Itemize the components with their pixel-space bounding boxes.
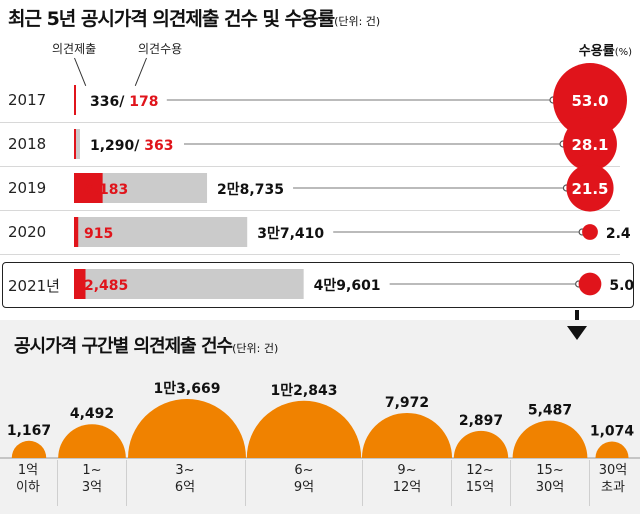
accepted-bar-4 [74,269,86,299]
down-arrow-icon [567,326,587,340]
rate-bubble-4 [578,272,602,296]
bin-separator [245,460,246,506]
rate-bubble-3 [582,224,598,240]
rate-bubble-0 [553,63,627,137]
bubble-value-7: 1,074 [590,423,635,439]
bubble-value-3: 1만2,843 [271,383,338,399]
bin-separator [126,460,127,506]
rate-header-text: 수용률 [578,44,615,59]
bubble-value-2: 1만3,669 [154,381,221,397]
chart-title-unit: (단위: 건) [334,15,381,28]
submitted-value-2: 2만8,735 [217,182,284,198]
bin-label-7: 30억 초과 [598,463,628,495]
rate-value-3: 2.4 [606,226,631,242]
accepted-bar-0 [74,85,76,115]
bubble-3 [246,400,362,458]
bubble-1 [58,424,126,458]
rate-bubble-2 [566,164,614,212]
bubble-value-0: 1,167 [7,423,51,439]
bin-label-5: 12~ 15억 [465,463,495,495]
down-arrow-shaft [575,310,579,328]
rate-value-4: 5.0 [609,278,634,294]
bin-separator [362,460,363,506]
bubble-2 [128,399,246,458]
legend-submitted: 의견제출 [52,42,97,56]
submitted-bar-1 [74,129,80,159]
bubble-value-4: 7,972 [385,395,429,411]
accepted-value-1: 363 [139,138,173,154]
rate-value-2: 21.5 [571,180,608,198]
bubble-4 [361,412,453,458]
rate-value-1: 28.1 [571,136,608,154]
bubble-5 [453,430,509,458]
bubble-0 [11,440,47,458]
row-divider [0,254,620,255]
bin-label-3: 6~ 9억 [293,463,315,495]
bubble-6 [512,420,588,458]
bubble-7 [595,441,629,458]
rate-header-unit: (%) [614,47,632,58]
submitted-bar-4 [74,269,304,299]
rate-bubble-1 [563,117,617,171]
yearly-bar-chart: 336/ 178 53.0 1,290/ 363 28.1 6,183 2만8,735 21… [74,63,634,299]
bin-separator [57,460,58,506]
row-divider [0,122,620,123]
year-label-2017: 2017 [8,91,47,109]
year-label-2019: 2019 [8,179,47,197]
accepted-bar-2 [74,173,103,203]
bin-label-4: 9~ 12억 [392,463,422,495]
rate-value-0: 53.0 [571,92,608,110]
row-divider [0,210,620,211]
bin-separator [510,460,511,506]
submitted-value-1: 1,290/ [90,138,140,154]
submitted-label-0: 336/ 178 [90,94,158,110]
bin-label-1: 1~ 3억 [81,463,103,495]
accepted-value-2: 6,183 [84,182,128,198]
submitted-bar-3 [74,217,248,247]
highlight-box-2021 [2,262,634,308]
accepted-bar-1 [74,129,76,159]
rate-header: 수용률(%) [579,40,632,59]
chart2-title-unit: (단위: 건) [232,342,279,355]
bin-label-6: 15~ 30억 [535,463,565,495]
bubble-value-1: 4,492 [70,406,114,422]
bin-label-0: 1억 이하 [16,463,40,495]
submitted-value-4: 4만9,601 [314,278,381,294]
submitted-label-1: 1,290/ 363 [90,138,174,154]
bubble-value-6: 5,487 [528,403,572,419]
bin-separator [589,460,590,506]
accepted-value-4: 2,485 [84,278,128,294]
year-label-2021: 2021년 [8,277,60,295]
year-label-2020: 2020 [8,223,47,241]
chart-title: 최근 5년 공시가격 의견제출 건수 및 수용률(단위: 건) [8,4,380,31]
submitted-value-0: 336/ [90,94,125,110]
accepted-value-3: 915 [84,226,113,242]
bin-separator [451,460,452,506]
legend-accepted: 의견수용 [138,42,183,56]
chart-title-text: 최근 5년 공시가격 의견제출 건수 및 수용률 [8,8,335,30]
accepted-bar-3 [74,217,79,247]
year-label-2018: 2018 [8,135,47,153]
submitted-value-3: 3만7,410 [257,226,324,242]
chart2-title-text: 공시가격 구간별 의견제출 건수 [14,336,233,357]
row-divider [0,166,620,167]
chart2-title: 공시가격 구간별 의견제출 건수(단위: 건) [14,332,278,358]
bin-label-2: 3~ 6억 [174,463,196,495]
accepted-value-0: 178 [124,94,158,110]
bubble-value-5: 2,897 [459,413,503,429]
